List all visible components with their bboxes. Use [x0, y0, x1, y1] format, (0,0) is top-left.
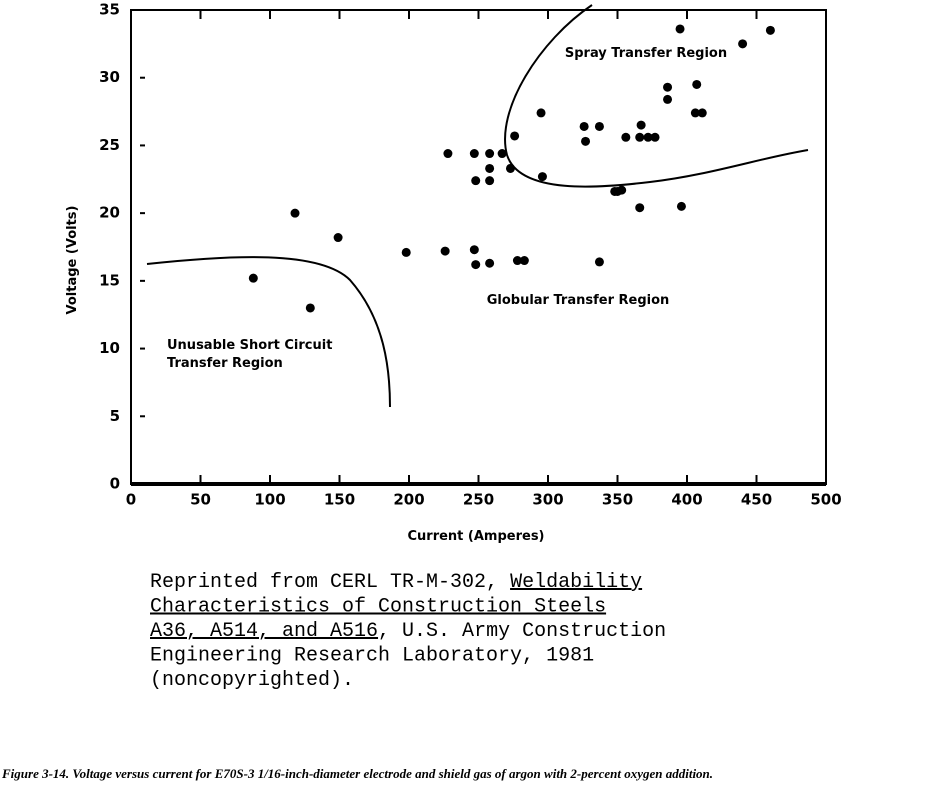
data-point — [697, 108, 707, 118]
y-tick-label: 0 — [110, 475, 120, 493]
region-label: Globular Transfer Region — [487, 293, 670, 308]
data-point — [440, 246, 450, 256]
data-point — [536, 108, 546, 118]
y-tick-label: 15 — [99, 271, 120, 289]
data-point — [765, 25, 775, 35]
data-point — [643, 132, 653, 142]
y-tick-label: 25 — [99, 136, 120, 154]
source-note-line: (noncopyrighted). — [150, 669, 354, 692]
data-point — [617, 185, 627, 195]
x-tick-label: 400 — [671, 491, 702, 509]
x-tick-label: 0 — [126, 491, 136, 509]
short-circuit-boundary — [146, 256, 391, 408]
data-point — [635, 203, 645, 213]
data-point — [636, 120, 646, 130]
x-tick-label: 100 — [254, 491, 285, 509]
data-point — [469, 245, 479, 255]
source-note-line: Characteristics of Construction Steels — [150, 596, 606, 619]
x-axis-title: Current (Amperes) — [407, 529, 544, 544]
data-point — [675, 24, 685, 34]
plot-frame — [130, 9, 827, 485]
data-point — [497, 149, 507, 159]
y-tick-label: 20 — [99, 204, 120, 222]
data-point — [690, 108, 700, 118]
region-label: Transfer Region — [167, 356, 283, 371]
spray-region-boundary — [504, 4, 809, 188]
data-point — [510, 131, 520, 141]
source-note-text: Engineering Research Laboratory, 1981 — [150, 645, 594, 668]
data-point — [650, 132, 660, 142]
y-tick-label: 10 — [99, 339, 120, 357]
region-label: Spray Transfer Region — [565, 46, 727, 61]
data-point — [290, 208, 300, 218]
x-tick-label: 50 — [190, 491, 211, 509]
data-point — [471, 260, 481, 270]
data-point — [738, 39, 748, 49]
x-tick-label: 500 — [810, 491, 841, 509]
x-tick-label: 450 — [741, 491, 772, 509]
source-note-line: A36, A514, and A516, U.S. Army Construct… — [150, 620, 666, 643]
data-point — [519, 256, 529, 266]
data-point — [621, 132, 631, 142]
x-tick-label: 200 — [393, 491, 424, 509]
source-note-text: , U.S. Army Construction — [378, 620, 666, 643]
data-point — [676, 201, 686, 211]
data-point — [663, 82, 673, 92]
data-point — [443, 149, 453, 159]
x-tick-label: 150 — [324, 491, 355, 509]
source-note-text: Reprinted from CERL TR-M-302, — [150, 571, 510, 594]
source-note-line: Engineering Research Laboratory, 1981 — [150, 645, 594, 668]
data-point — [594, 257, 604, 267]
y-axis-title: Voltage (Volts) — [65, 206, 80, 315]
data-point — [692, 79, 702, 89]
data-point — [505, 163, 515, 173]
data-point — [537, 172, 547, 182]
y-tick-label: 5 — [110, 407, 120, 425]
data-point — [485, 149, 495, 159]
data-point — [663, 94, 673, 104]
data-point — [469, 149, 479, 159]
y-tick-label: 30 — [99, 68, 120, 86]
data-point — [401, 247, 411, 257]
data-point — [594, 121, 604, 131]
data-point — [635, 132, 645, 142]
region-label: Unusable Short Circuit — [167, 338, 332, 353]
x-tick-label: 350 — [602, 491, 633, 509]
data-point — [248, 273, 258, 283]
data-point — [579, 121, 589, 131]
data-point — [581, 136, 591, 146]
data-point — [471, 176, 481, 186]
data-point — [485, 176, 495, 186]
data-point — [485, 258, 495, 268]
y-tick-label: 35 — [99, 1, 120, 19]
source-note-text: (noncopyrighted). — [150, 669, 354, 692]
source-note-text: Weldability — [510, 571, 642, 594]
x-tick-label: 250 — [463, 491, 494, 509]
data-point — [333, 233, 343, 243]
data-point — [305, 303, 315, 313]
source-note-text: Characteristics of Construction Steels — [150, 596, 606, 619]
source-note-line: Reprinted from CERL TR-M-302, Weldabilit… — [150, 571, 642, 594]
figure-caption: Figure 3-14. Voltage versus current for … — [1, 766, 713, 781]
data-point — [485, 163, 495, 173]
data-point — [512, 256, 522, 266]
x-tick-label: 300 — [532, 491, 563, 509]
source-note-text: A36, A514, and A516 — [150, 620, 378, 643]
